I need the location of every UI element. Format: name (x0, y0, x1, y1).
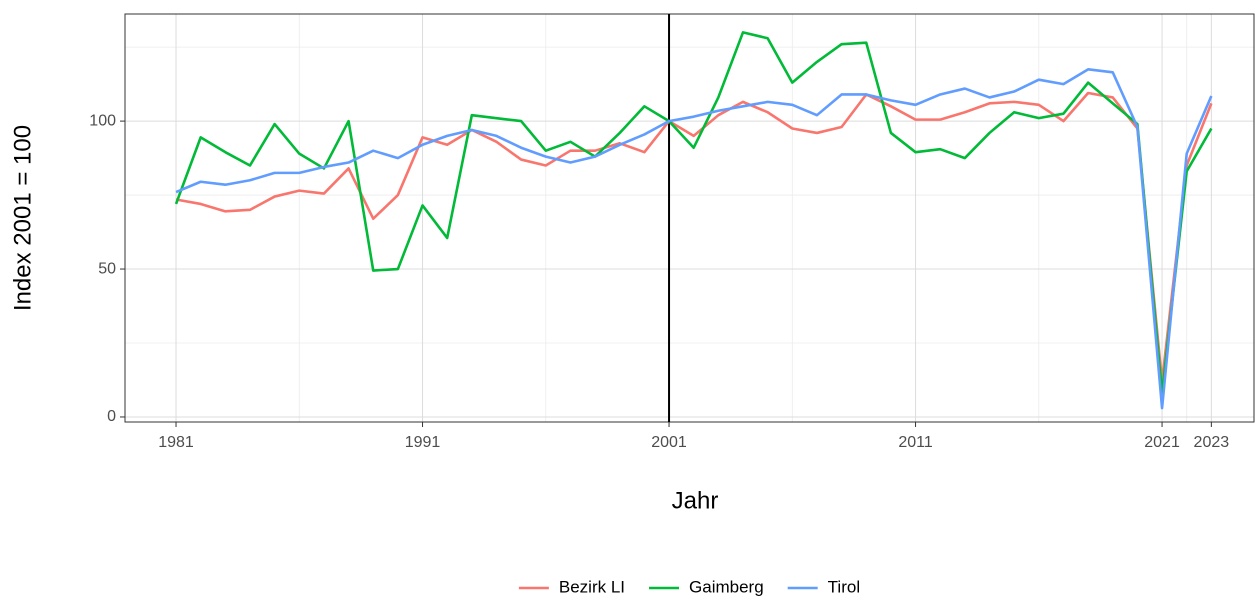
y-axis-title: Index 2001 = 100 (9, 125, 36, 311)
y-tick-label: 50 (98, 260, 116, 277)
legend-label: Gaimberg (689, 577, 764, 596)
panel-border (124, 13, 1255, 423)
x-tick-label: 2023 (1194, 434, 1230, 451)
series-line (175, 68, 1213, 410)
series-line (174, 31, 1213, 395)
x-axis-title: Jahr (672, 487, 719, 514)
legend-label: Tirol (828, 577, 860, 596)
y-tick-label: 0 (107, 408, 116, 425)
series-line (175, 91, 1213, 383)
x-tick-label: 1991 (405, 434, 441, 451)
legend: Bezirk LI Gaimberg Tirol (518, 577, 860, 596)
x-tick-label: 1981 (158, 434, 194, 451)
x-tick-label: 2021 (1144, 434, 1180, 451)
x-tick-label: 2001 (651, 434, 687, 451)
legend-label: Bezirk LI (559, 577, 625, 596)
y-tick-label: 100 (89, 112, 116, 129)
x-tick-label: 2011 (898, 434, 933, 451)
